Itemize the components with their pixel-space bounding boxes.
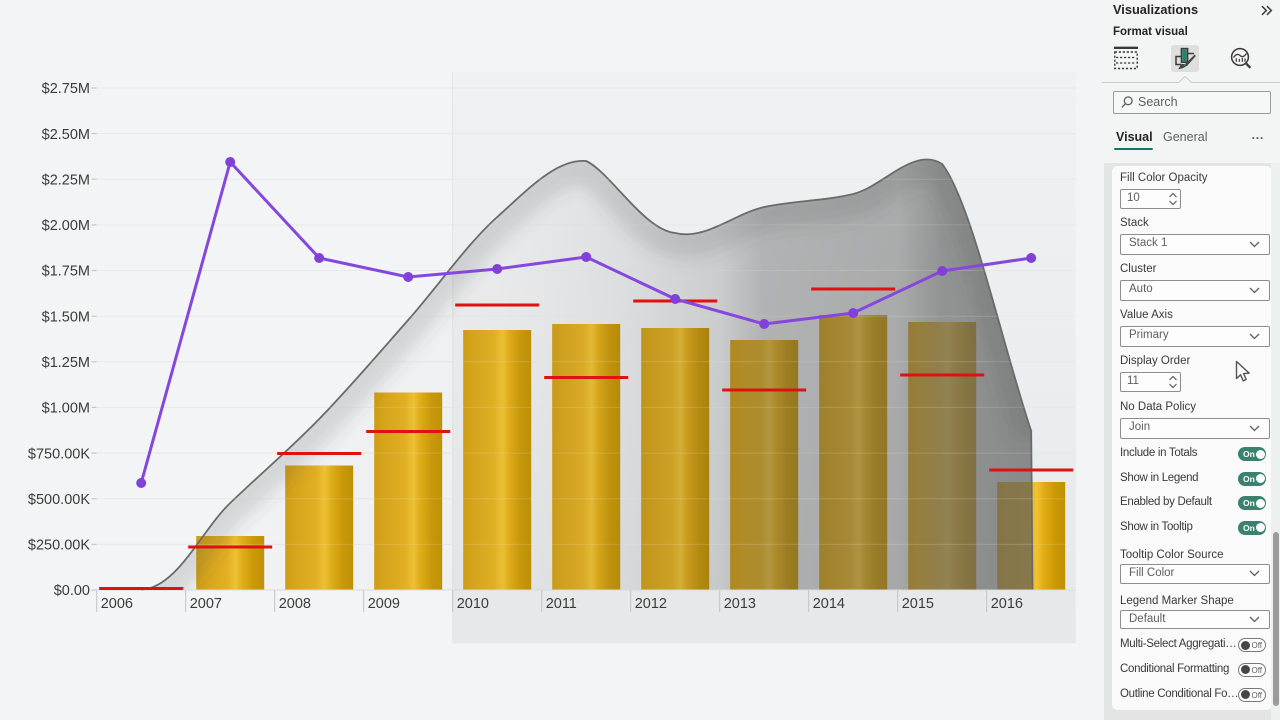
svg-text:2014: 2014	[813, 596, 845, 612]
svg-text:2012: 2012	[635, 596, 667, 612]
svg-text:2009: 2009	[368, 596, 400, 612]
svg-text:2010: 2010	[457, 596, 489, 612]
svg-text:2011: 2011	[546, 596, 577, 612]
svg-text:$750.00K: $750.00K	[28, 446, 90, 462]
svg-text:$1.00M: $1.00M	[42, 401, 90, 417]
svg-text:2006: 2006	[101, 596, 133, 612]
svg-text:$2.75M: $2.75M	[42, 81, 90, 97]
svg-text:$1.50M: $1.50M	[42, 309, 90, 325]
svg-text:2008: 2008	[279, 596, 311, 612]
svg-text:$2.25M: $2.25M	[42, 172, 90, 188]
svg-text:2016: 2016	[991, 596, 1023, 612]
svg-text:$0.00: $0.00	[54, 583, 90, 599]
svg-text:$2.00M: $2.00M	[42, 218, 90, 234]
svg-text:$250.00K: $250.00K	[28, 538, 90, 554]
svg-text:$1.25M: $1.25M	[42, 355, 90, 371]
svg-text:$2.50M: $2.50M	[42, 127, 90, 143]
svg-text:2013: 2013	[724, 596, 756, 612]
svg-text:2007: 2007	[190, 596, 222, 612]
svg-text:2015: 2015	[902, 596, 934, 612]
svg-text:$500.00K: $500.00K	[28, 492, 90, 508]
svg-text:$1.75M: $1.75M	[42, 264, 90, 280]
